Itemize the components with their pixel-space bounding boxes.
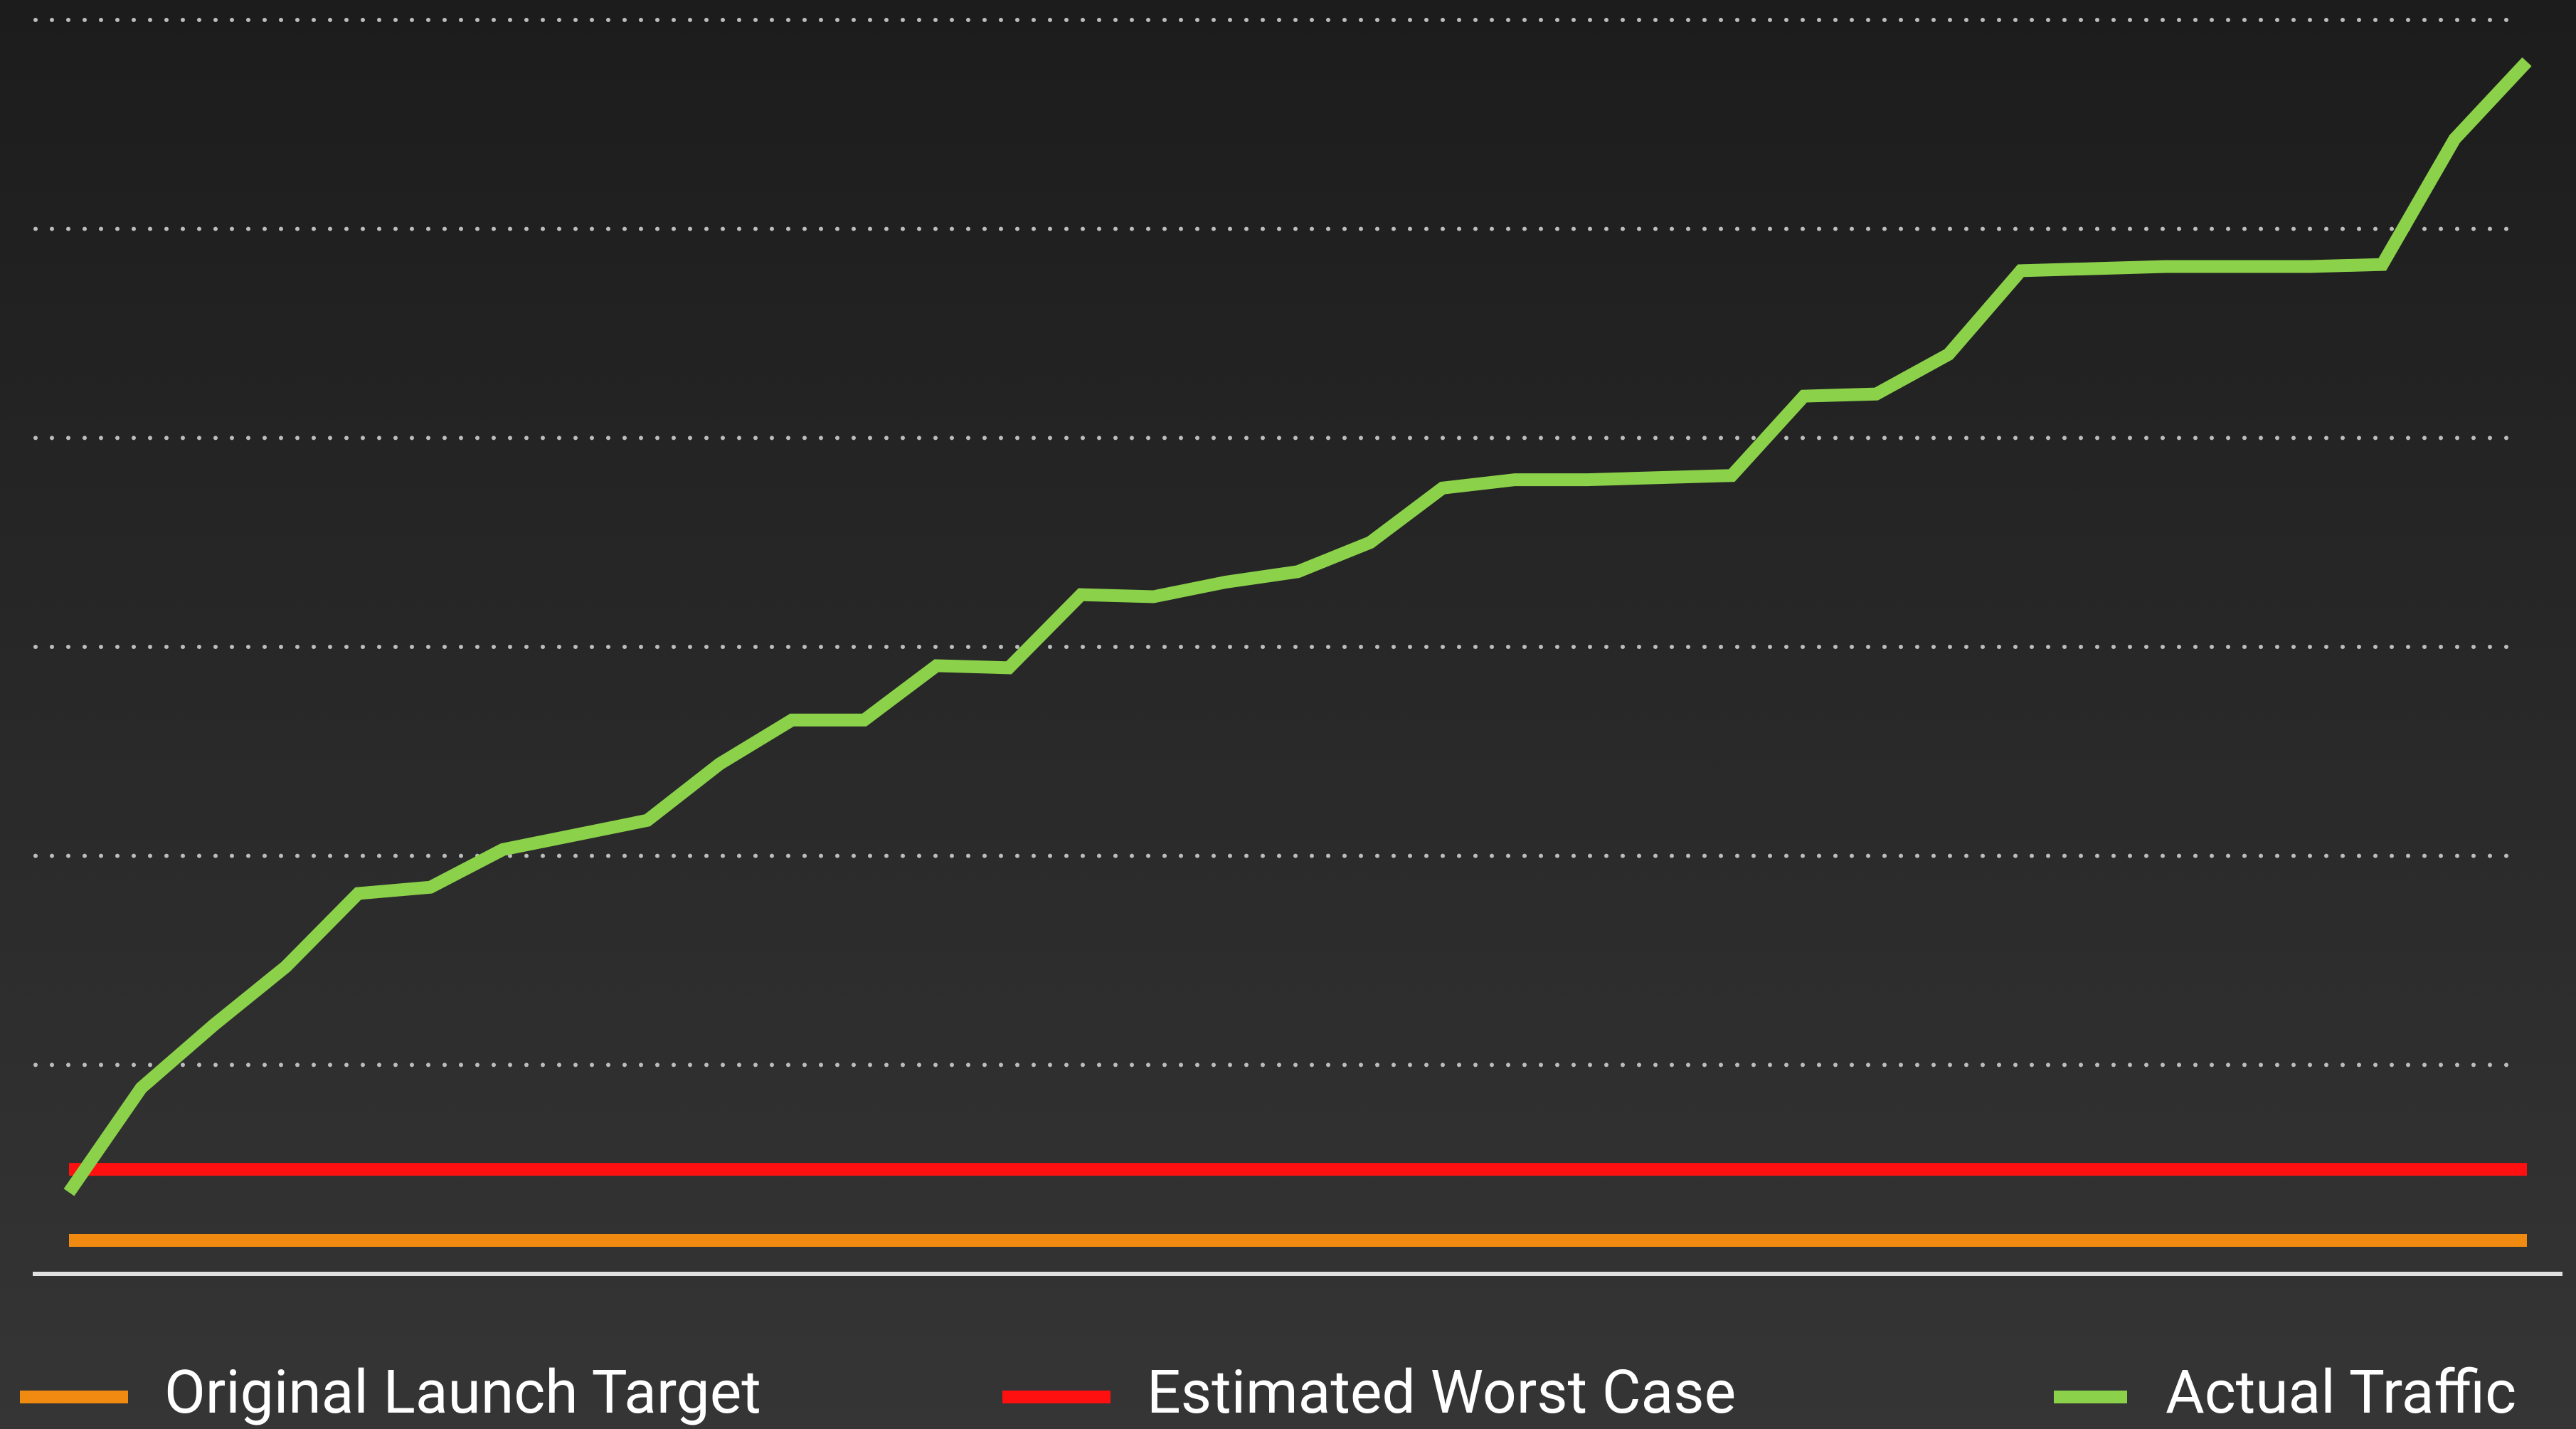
legend-label: Original Launch Target	[164, 1357, 761, 1428]
series-line	[63, 57, 2532, 1196]
legend-label: Estimated Worst Case	[1147, 1357, 1736, 1428]
legend-label: Actual Traffic	[2166, 1357, 2516, 1428]
